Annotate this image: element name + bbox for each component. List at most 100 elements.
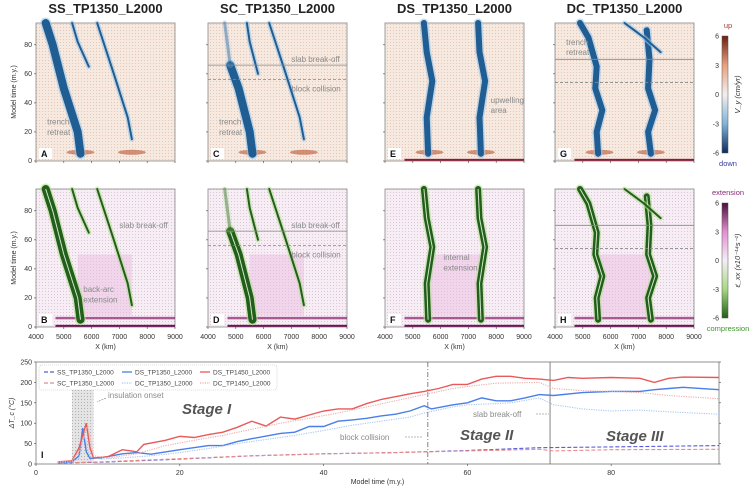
chart-y-tick: 250 [20, 360, 32, 367]
y-tick-label: 0 [28, 324, 32, 331]
x-tick-label: 5000 [228, 334, 244, 341]
x-tick-label: 9000 [339, 334, 355, 341]
x-tick-label: 5000 [56, 334, 72, 341]
slab-halo [221, 20, 234, 69]
panel-annotation: internal [443, 253, 469, 262]
panel-label-box [211, 314, 224, 325]
panel-plot-area [554, 188, 695, 328]
colorbar-tick: 3 [715, 229, 719, 236]
legend-entry: DS_TP1450_L2000 [213, 370, 270, 377]
x-tick-label: 4000 [28, 334, 44, 341]
x-axis-label: X (km) [267, 344, 288, 351]
colorbar-bottom-label: down [719, 159, 737, 168]
x-axis-label: X (km) [444, 344, 465, 351]
slab-trace [223, 187, 232, 233]
x-tick-label: 9000 [516, 334, 532, 341]
y-tick-label: 40 [24, 100, 32, 107]
x-tick-label: 5000 [405, 334, 421, 341]
basal-anomaly [404, 254, 524, 320]
panel-annotation: area [491, 106, 508, 115]
chart-legend: SS_TP1350_L2000 DS_TP1350_L2000 DS_TP1450_… [38, 364, 278, 391]
chart-y-axis-label: ΔT_c (°C) [8, 398, 16, 430]
chart-y-tick: 100 [20, 421, 32, 428]
x-axis-label: X (km) [95, 344, 116, 351]
legend-entry: DC_TP1450_L2000 [213, 381, 271, 388]
panel-label: A [41, 149, 48, 159]
legend-entry: DS_TP1350_L2000 [135, 370, 192, 377]
colorbar-tick: -3 [713, 121, 719, 128]
slab-trace [643, 27, 659, 157]
panel-annotation: trench [47, 118, 69, 127]
panel-label-box [39, 314, 52, 325]
y-tick-label: 40 [24, 266, 32, 273]
panel-annotation: block collision [291, 250, 340, 259]
slab-core [45, 188, 81, 320]
panel-title: DS_TP1350_L2000 [397, 1, 512, 16]
x-tick-label: 7000 [631, 334, 647, 341]
x-axis-label: X (km) [614, 344, 635, 351]
x-tick-label: 7000 [284, 334, 300, 341]
colorbar-label: V_y (cm/yr) [733, 75, 742, 114]
y-tick-label: 0 [28, 158, 32, 165]
x-tick-label: 7000 [461, 334, 477, 341]
stage-1-label: Stage I [182, 401, 232, 418]
slab-trace [71, 22, 90, 68]
panel-plot-area [384, 22, 525, 162]
panel-label: B [41, 315, 48, 325]
chart-y-tick: 200 [20, 380, 32, 387]
slab-trace [226, 61, 257, 158]
slab-trace [268, 22, 305, 141]
x-tick-label: 6000 [603, 334, 619, 341]
colorbar-tick: -6 [713, 151, 719, 158]
x-tick-label: 5000 [575, 334, 591, 341]
slab-trace [245, 188, 259, 241]
basal-anomaly [574, 254, 694, 320]
slab-trace [623, 22, 662, 54]
panel-label-box [211, 148, 224, 159]
x-tick-label: 8000 [139, 334, 155, 341]
panel-label: E [390, 149, 396, 159]
panel-plot-area [554, 22, 695, 162]
y-tick-label: 60 [24, 237, 32, 244]
slab-core [646, 196, 656, 320]
slab-trace [577, 20, 606, 157]
panel-annotation: slab break-off [119, 221, 168, 230]
y-tick-label: 80 [24, 42, 32, 49]
panel-annotation: extension [83, 295, 117, 304]
slab-trace [475, 20, 489, 157]
chart-y-tick: 0 [28, 462, 32, 469]
colorbar-tick: 6 [715, 34, 719, 41]
panel-annotation: extension [443, 263, 477, 272]
panel-D: slab break-off block collision D 4000 5000 60… [200, 186, 355, 351]
panel-label: G [560, 149, 567, 159]
panel-H: H 4000 5000 6000 7000 8000 9000 X (km) [547, 184, 702, 351]
chart-x-axis-label: Model time (m.y.) [351, 479, 405, 486]
chart-y-tick: 150 [20, 400, 32, 407]
panel-plot-area [384, 188, 525, 328]
slab-trace [268, 188, 305, 307]
chart-x-tick: 20 [176, 470, 184, 477]
chart-x-tick: 0 [34, 470, 38, 477]
panel-annotation: retreat [47, 128, 71, 137]
chart-x-tick: 40 [320, 470, 328, 477]
panel-label: I [41, 450, 44, 460]
colorbar-bottom-label: compression [707, 324, 750, 333]
x-tick-label: 8000 [488, 334, 504, 341]
chart-x-tick: 80 [607, 470, 615, 477]
x-tick-label: 9000 [686, 334, 702, 341]
x-tick-label: 9000 [167, 334, 183, 341]
slab-trace [41, 19, 85, 158]
x-tick-label: 8000 [658, 334, 674, 341]
x-tick-label: 6000 [256, 334, 272, 341]
slab-trace [245, 22, 259, 75]
slab-trace [420, 20, 436, 157]
panel-annotation: trench [566, 38, 588, 47]
panel-annotation: retreat [219, 128, 243, 137]
x-tick-label: 4000 [377, 334, 393, 341]
panel-title: SC_TP1350_L2000 [220, 1, 335, 16]
slab-breakoff-label: slab break-off [473, 410, 522, 419]
